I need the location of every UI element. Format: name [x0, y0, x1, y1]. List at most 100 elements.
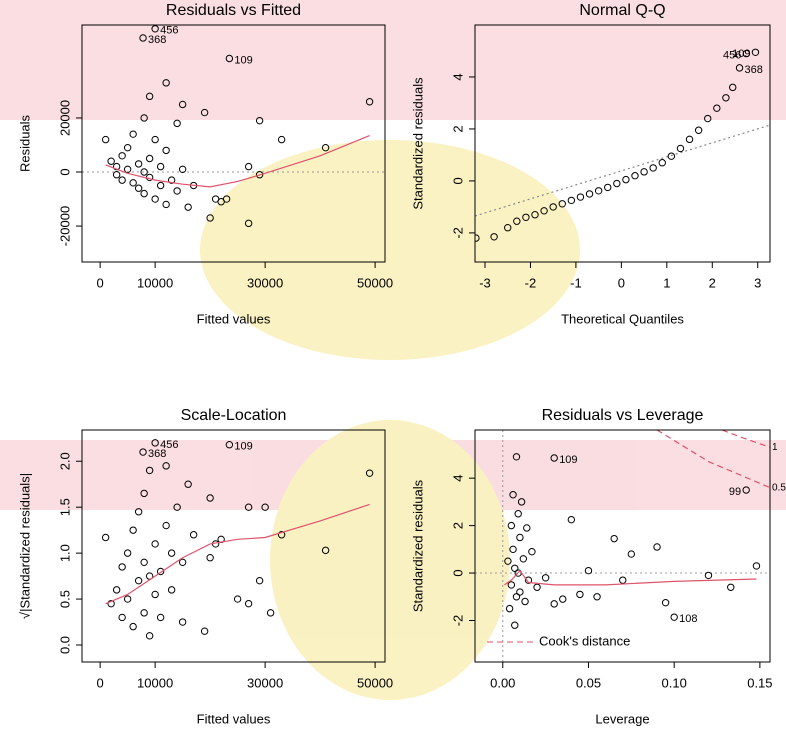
point [507, 521, 516, 530]
x-tick-label: 50000 [357, 275, 393, 290]
chart-title: Scale-Location [181, 407, 287, 424]
y-tick-label: -2 [450, 615, 465, 627]
point [112, 586, 121, 594]
point [129, 526, 137, 534]
plot-frame [474, 429, 771, 663]
point [658, 159, 666, 167]
point [704, 114, 712, 123]
point [541, 574, 550, 582]
point [505, 604, 514, 613]
point [123, 143, 132, 152]
labeled-point [735, 64, 744, 72]
y-tick-label: 0 [450, 569, 465, 576]
point [173, 119, 181, 128]
point [752, 562, 761, 570]
point [649, 164, 657, 172]
point [118, 563, 126, 571]
point [156, 162, 165, 171]
point [567, 196, 576, 205]
point-label: 109 [559, 454, 577, 466]
y-tick-label: 20000 [57, 100, 72, 136]
x-tick-label: 0.05 [576, 675, 601, 690]
point [123, 595, 132, 603]
point [514, 510, 522, 518]
point [704, 571, 713, 580]
point [167, 586, 176, 594]
point [200, 108, 209, 117]
point [593, 593, 601, 601]
point [140, 168, 148, 176]
point [584, 566, 593, 575]
point [524, 576, 533, 584]
cooks-contour [721, 430, 770, 448]
point [277, 135, 286, 144]
point [509, 545, 517, 554]
point [178, 558, 187, 567]
point [162, 462, 170, 470]
point [507, 581, 516, 589]
legend-text: Cook's distance [539, 633, 630, 648]
y-tick-label: -20000 [57, 206, 72, 246]
point-label: 456 [160, 25, 178, 37]
plot-area [101, 439, 374, 640]
plot-area [475, 430, 770, 662]
point [101, 135, 110, 144]
x-tick-label: 0.00 [490, 675, 515, 690]
point [653, 543, 661, 551]
point [107, 157, 115, 165]
point [559, 595, 567, 603]
x-tick-label: 30000 [247, 675, 283, 690]
point [156, 567, 165, 576]
x-tick-label: 30000 [247, 275, 283, 290]
point [200, 627, 209, 635]
x-tick-label: 3 [754, 275, 761, 290]
point [233, 595, 242, 603]
point [513, 217, 521, 225]
point [184, 203, 192, 211]
x-axis-label: Fitted values [197, 311, 271, 326]
point [576, 193, 585, 201]
point [118, 152, 126, 160]
labeled-point [742, 49, 751, 58]
x-tick-label: 0.10 [662, 675, 687, 690]
watermark-eagle [270, 420, 510, 700]
plot-frame [81, 429, 386, 663]
point [145, 466, 154, 475]
point-label: 99 [729, 486, 741, 498]
point [156, 613, 165, 622]
cooks-contour [656, 430, 770, 489]
point [567, 515, 576, 524]
point [475, 234, 480, 242]
labeled-point [139, 448, 147, 456]
point [129, 179, 137, 187]
point [640, 168, 648, 176]
point [528, 547, 536, 556]
point [727, 583, 735, 591]
point-label: 109 [234, 54, 252, 66]
y-tick-label: 0 [57, 168, 72, 175]
y-tick-label: 2 [450, 125, 465, 132]
y-tick-label: 4 [450, 73, 465, 80]
point [594, 187, 603, 195]
point [558, 200, 566, 208]
x-tick-label: -3 [479, 275, 491, 290]
point [619, 576, 627, 584]
point [244, 162, 253, 171]
labeled-point [670, 613, 678, 621]
point [123, 165, 132, 174]
point [206, 554, 214, 562]
point [576, 590, 584, 599]
point [206, 494, 214, 502]
x-tick-label: 1 [663, 275, 670, 290]
contour-label: 0.5 [772, 482, 786, 493]
point [140, 114, 148, 122]
y-tick-label: 2 [450, 522, 465, 529]
point [244, 503, 253, 511]
point [516, 588, 524, 596]
chart-title: Residuals vs Leverage [542, 407, 704, 424]
y-axis-label: Residuals [17, 114, 32, 172]
point [550, 600, 558, 608]
x-tick-label: -1 [570, 275, 582, 290]
point [178, 165, 187, 174]
point [140, 609, 148, 617]
